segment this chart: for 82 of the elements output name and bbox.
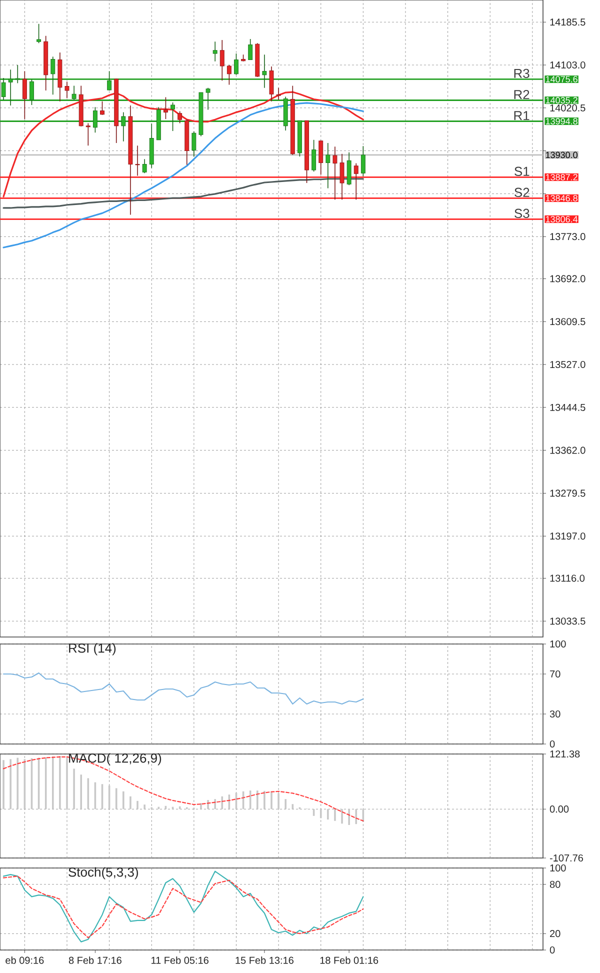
x-tick-label: 8 Feb 17:16 [68, 956, 122, 964]
x-tick-label: 18 Feb 01:16 [320, 956, 378, 964]
y-tick-label: 13609.5 [550, 318, 586, 326]
candlestick [135, 145, 140, 176]
candlestick [50, 56, 56, 96]
candlestick [86, 122, 90, 146]
candlestick [1, 78, 6, 100]
candlestick [340, 154, 344, 200]
candlestick [220, 40, 224, 81]
candlestick [212, 41, 218, 62]
y-tick-label: 14103.0 [550, 61, 586, 69]
y-tick-label: 20 [550, 930, 560, 938]
ref-line-label: R3 [514, 68, 530, 78]
chart-title: Stoch(5,3,3) [68, 867, 138, 880]
candlestick [92, 106, 98, 133]
candlestick [64, 81, 70, 99]
candlestick [318, 140, 324, 176]
chart-title: RSI (14) [69, 643, 116, 656]
y-tick-label: 13527.0 [550, 360, 586, 368]
candlestick [346, 152, 352, 186]
candlestick [312, 139, 316, 172]
x-tick-label: 15 Feb 13:16 [236, 956, 294, 964]
y-tick-label: 80 [550, 880, 560, 888]
text: 13994.8 [546, 118, 578, 124]
y-tick-label: 13362.0 [550, 446, 586, 454]
text: 13806.4 [546, 216, 578, 222]
ref-line-label: R2 [514, 90, 530, 100]
y-tick-label: 13197.0 [550, 532, 586, 540]
candlestick [72, 85, 76, 100]
ref-line-label: R1 [514, 111, 530, 120]
y-tick-label: 0.00 [550, 806, 569, 813]
y-tick-label: 100 [550, 640, 566, 648]
y-tick-label: 13444.5 [550, 404, 586, 411]
ref-line-label: S2 [514, 188, 530, 198]
candlestick [107, 70, 112, 91]
y-tick-label: 121.38 [550, 750, 580, 758]
text: 13846.8 [546, 195, 578, 202]
y-tick-label: -107.76 [550, 854, 584, 862]
candlestick [121, 112, 126, 142]
y-tick-label: 0 [550, 946, 555, 954]
y-tick-label: 13692.0 [550, 275, 586, 282]
ref-line-label: S1 [514, 166, 530, 176]
candlestick [170, 102, 175, 132]
candlestick [100, 100, 104, 116]
candlestick [30, 79, 34, 106]
candlestick [178, 110, 182, 124]
y-tick-label: 70 [550, 670, 560, 678]
candlestick [262, 54, 267, 88]
text: 14035.2 [546, 97, 578, 104]
candlestick [36, 24, 42, 44]
y-tick-label: 0 [550, 740, 555, 748]
candlestick [276, 87, 281, 100]
candlestick [326, 142, 330, 189]
candlestick [248, 38, 253, 60]
line-series [2, 672, 364, 705]
y-tick-label: 13033.5 [550, 618, 586, 625]
candlestick [15, 64, 20, 84]
candlestick [354, 162, 358, 200]
candlestick [192, 131, 196, 157]
text: 13930.0 [546, 152, 578, 158]
text: 14075.6 [546, 76, 578, 82]
candlestick [206, 87, 210, 110]
y-tick-label: 30 [550, 710, 560, 718]
y-tick-label: 14185.5 [550, 18, 586, 26]
candlestick [332, 146, 338, 200]
text: 13887.2 [546, 174, 578, 180]
y-tick-label: 13116.0 [550, 574, 585, 582]
candlestick [234, 53, 238, 76]
candlestick [8, 69, 13, 106]
candlestick [22, 70, 27, 120]
x-tick-label: eb 09:16 [6, 956, 44, 964]
candlestick [226, 64, 232, 86]
x-tick-label: 11 Feb 05:16 [151, 956, 208, 964]
candlestick [269, 66, 274, 102]
y-tick-label: 13279.5 [550, 490, 586, 497]
candlestick [360, 146, 366, 177]
y-tick-label: 14020.5 [550, 104, 586, 112]
candlestick [142, 158, 147, 174]
y-tick-label: 100 [550, 864, 566, 872]
y-tick-label: 13773.0 [550, 233, 586, 240]
candlestick [163, 96, 168, 120]
ref-line-label: S3 [514, 208, 530, 218]
